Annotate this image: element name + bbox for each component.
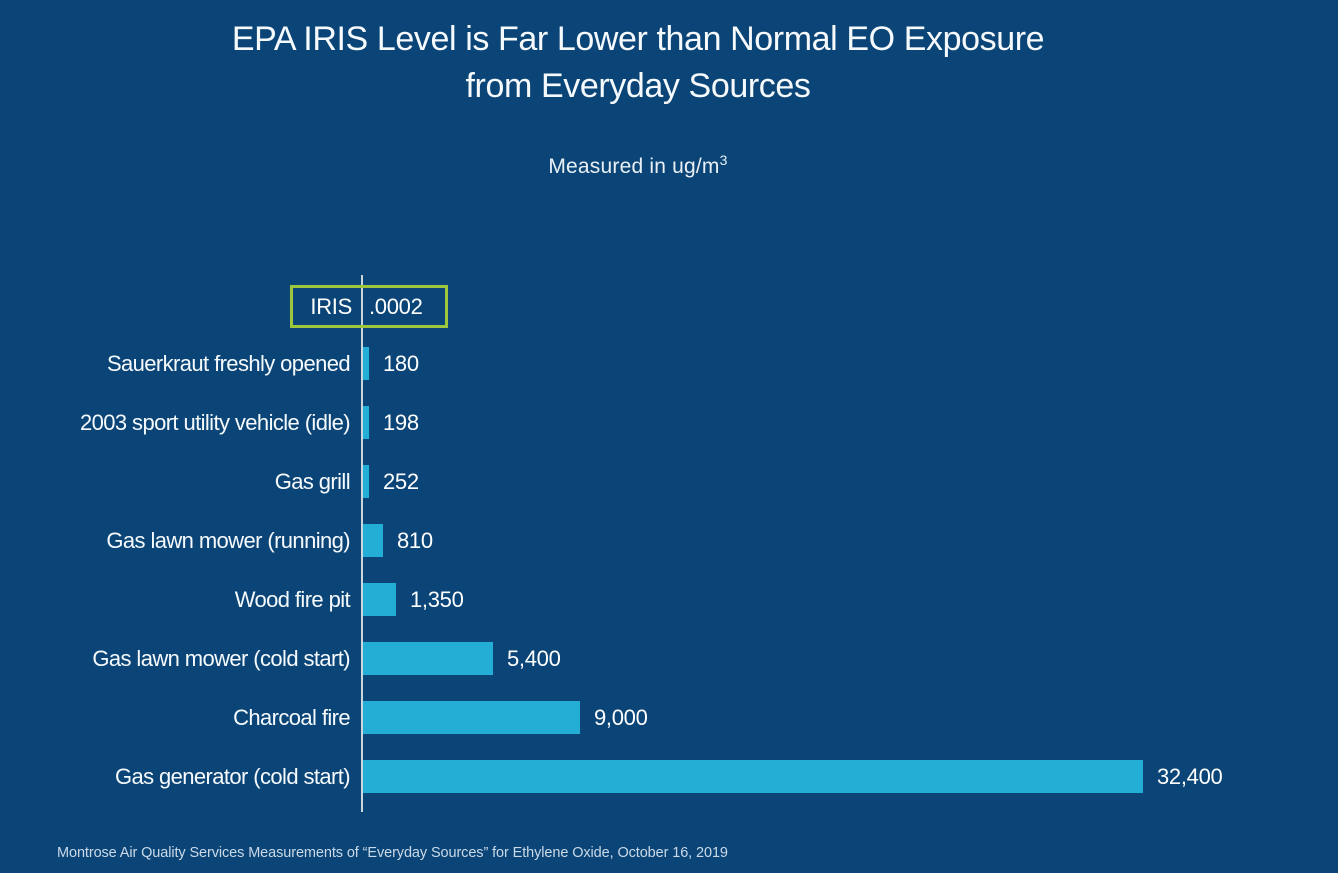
category-label: Gas lawn mower (cold start) [92, 645, 350, 671]
category-label: Sauerkraut freshly opened [106, 350, 351, 376]
category-label: 2003 sport utility vehicle (idle) [79, 409, 351, 435]
value-label: 810 [397, 527, 433, 553]
source-note: Montrose Air Quality Services Measuremen… [57, 845, 728, 861]
bar [363, 760, 1143, 793]
category-label: Gas lawn mower (running) [106, 527, 350, 553]
category-label: Wood fire pit [234, 586, 351, 612]
bar [363, 524, 383, 557]
value-label: 32,400 [1157, 763, 1223, 789]
bar-row: Gas generator (cold start) 32,400 [0, 747, 1338, 806]
value-label: 5,400 [507, 645, 561, 671]
subtitle-superscript: 3 [719, 152, 728, 168]
chart-title-line-1: EPA IRIS Level is Far Lower than Normal … [231, 20, 1045, 58]
bar [363, 583, 396, 616]
bar [363, 701, 580, 734]
category-label: Charcoal fire [233, 704, 351, 730]
bar-row: Gas grill 252 [0, 452, 1338, 511]
chart-header: EPA IRIS Level is Far Lower than Normal … [0, 16, 1276, 110]
chart-area: IRIS .0002 Sauerkraut freshly opened 180 2… [0, 275, 1338, 812]
bar-row: 2003 sport utility vehicle (idle) 198 [0, 393, 1338, 452]
bar-row: Charcoal fire 9,000 [0, 688, 1338, 747]
iris-annotation-label: IRIS [310, 293, 352, 319]
bar-row: Sauerkraut freshly opened 180 [0, 334, 1338, 393]
chart-subtitle: Measured in ug/m3 [0, 152, 1276, 179]
category-label: Gas generator (cold start) [114, 763, 351, 789]
value-label: 180 [383, 350, 419, 376]
y-axis-line [361, 275, 363, 812]
bar-row: Wood fire pit 1,350 [0, 570, 1338, 629]
value-label: 1,350 [410, 586, 464, 612]
iris-annotation-value: .0002 [369, 293, 423, 319]
bar [363, 642, 493, 675]
bar [363, 465, 369, 498]
subtitle-text: Measured in ug/m [548, 155, 720, 178]
value-label: 9,000 [594, 704, 648, 730]
chart-title-line-2: from Everyday Sources [465, 67, 811, 105]
category-label: Gas grill [274, 468, 351, 494]
bar [363, 406, 369, 439]
value-label: 252 [383, 468, 419, 494]
iris-annotation-box: IRIS .0002 [290, 285, 448, 328]
bar [363, 347, 369, 380]
bar-row: Gas lawn mower (cold start) 5,400 [0, 629, 1338, 688]
bar-row: Gas lawn mower (running) 810 [0, 511, 1338, 570]
value-label: 198 [383, 409, 419, 435]
